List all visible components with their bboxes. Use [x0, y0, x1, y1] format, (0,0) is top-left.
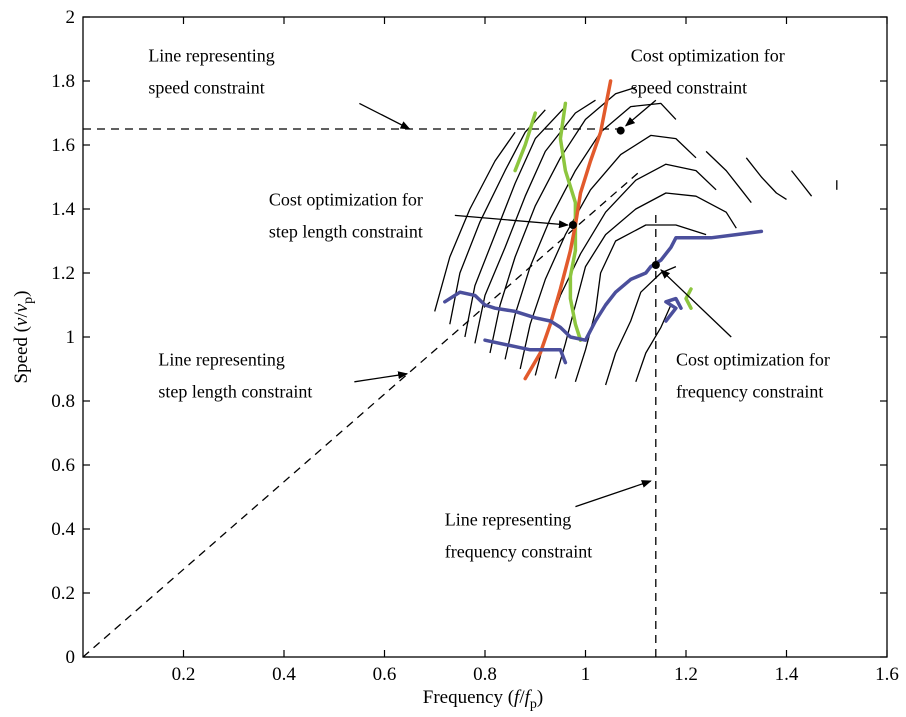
speed-line-label-line-1: Line representing	[148, 45, 274, 65]
step-line-arrow	[354, 371, 409, 383]
y-tick-label: 1.6	[51, 135, 75, 156]
step-line-label-line-2: step length constraint	[158, 381, 312, 401]
x-tick-label: 1.6	[875, 664, 899, 685]
y-tick-label: 0.4	[51, 519, 75, 540]
x-tick-label: 0.2	[172, 664, 196, 685]
x-tick-label: 1.4	[775, 664, 799, 685]
freq-opt-label-line-2: frequency constraint	[676, 381, 823, 401]
cost-contour-15	[790, 170, 813, 197]
y-tick-label: 0.6	[51, 455, 75, 476]
optimum-points	[568, 126, 660, 269]
step-length-constraint-line	[82, 170, 642, 658]
freq-opt-arrow	[660, 269, 732, 338]
y-tick-label: 0.2	[51, 583, 75, 604]
step-line-label-line-1: Line representing	[158, 349, 284, 369]
cost-contour-9	[554, 192, 737, 379]
frequency-optimum-point	[651, 261, 660, 269]
speed-opt-label-line-2: speed constraint	[631, 77, 747, 97]
x-tick-label: 0.6	[373, 664, 397, 685]
step-opt-arrow	[454, 214, 569, 229]
cost-contour-13	[705, 150, 752, 204]
y-tick-label: 0	[66, 647, 76, 668]
series-line-7	[664, 296, 683, 323]
y-tick-label: 2	[66, 7, 76, 28]
step-opt-label-line-1: Cost optimization for	[269, 189, 423, 209]
freq-line-arrow	[575, 480, 652, 508]
x-tick-label: 1	[581, 664, 591, 685]
freq-line-label-line-2: frequency constraint	[445, 541, 592, 561]
series-line-3	[684, 287, 693, 310]
annotations: Line representing speed constraint Cost op…	[148, 45, 830, 561]
series-line-6	[483, 338, 568, 365]
step-opt-label-line-2: step length constraint	[269, 221, 423, 241]
axes: 0.2 0.4 0.6 0.8 1 1.2 1.4 1.6 0 0.2 0.4 0.6 0.8 1 1.2 1…	[51, 7, 899, 685]
cost-contour-14	[745, 157, 787, 200]
cost-contour-2	[449, 109, 546, 325]
freq-line-label-line-1: Line representing	[445, 509, 571, 529]
optimization-series	[443, 79, 764, 381]
y-axis-title: Speed (v/vp)	[11, 291, 36, 384]
cost-contour-4	[474, 99, 596, 344]
x-tick-label: 1.2	[674, 664, 698, 685]
speed-optimum-point	[616, 126, 625, 135]
y-tick-label: 1.2	[51, 263, 75, 284]
speed-opt-arrow	[624, 99, 657, 127]
step-length-optimum-point	[568, 221, 577, 229]
cost-contours	[434, 86, 838, 386]
cost-contour-10	[574, 224, 707, 382]
freq-opt-label-line-1: Cost optimization for	[676, 349, 830, 369]
speed-line-arrow	[359, 102, 411, 130]
series-line-2	[558, 101, 583, 342]
x-tick-label: 0.8	[473, 664, 497, 685]
cost-contour-1	[434, 131, 516, 312]
x-axis-title: Frequency (f/fp)	[423, 687, 543, 712]
cost-contour-5	[489, 86, 636, 354]
cost-contour-12	[635, 304, 672, 383]
series-line-5	[443, 229, 764, 342]
y-tick-label: 0.8	[51, 391, 75, 412]
speed-opt-label-line-1: Cost optimization for	[631, 45, 785, 65]
y-tick-label: 1.4	[51, 199, 75, 220]
y-tick-label: 1	[66, 327, 76, 348]
cost-contour-7	[519, 134, 697, 370]
series-line-1	[513, 111, 538, 173]
y-tick-label: 1.8	[51, 71, 75, 92]
x-tick-label: 0.4	[272, 664, 296, 685]
speed-line-label-line-2: speed constraint	[148, 77, 264, 97]
